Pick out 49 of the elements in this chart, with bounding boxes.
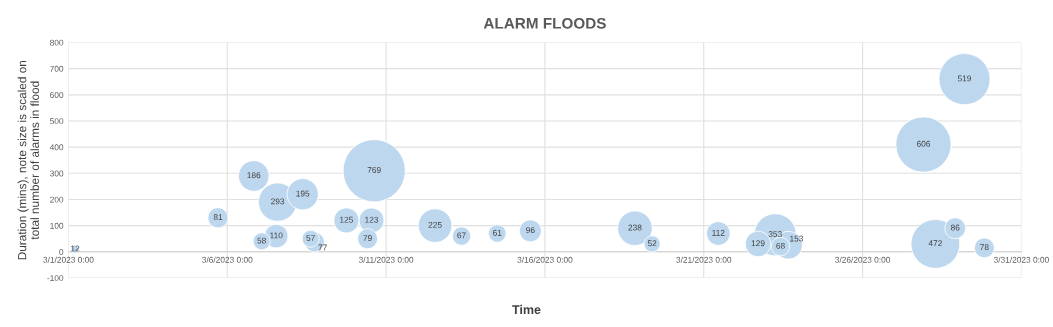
data-label: 353 [768,231,782,238]
data-label: 123 [365,216,379,223]
data-label: 81 [213,214,223,221]
data-label: 112 [712,229,725,236]
y-tick-label: 500 [50,118,64,125]
data-label: 225 [428,221,442,228]
data-label: 186 [247,172,261,179]
y-tick-label: 200 [50,196,64,203]
y-tick-label: 100 [50,222,64,229]
x-tick-label: 3/1/2023 0:00 [43,256,94,263]
x-tick-label: 3/31/2023 0:00 [993,256,1049,263]
data-label: 57 [306,235,315,241]
data-label: 52 [647,240,657,247]
data-label: 61 [493,229,502,236]
data-label: 125 [340,216,353,223]
y-tick-label: 600 [50,92,64,98]
data-label: 110 [270,232,283,239]
data-label: 238 [628,224,642,231]
data-label: 129 [751,240,765,247]
y-axis-title: Duration (mins), note size is scaled on total number of alarms in flood [17,60,40,260]
data-label: 519 [957,75,972,82]
data-label: 606 [916,140,931,147]
data-label: 68 [776,242,785,249]
data-label: 153 [790,235,804,242]
x-tick-label: 3/16/2023 0:00 [517,256,573,263]
y-tick-label: -100 [47,275,64,282]
data-label: 472 [928,240,942,247]
data-label: 195 [296,190,310,197]
data-label: 293 [271,198,285,205]
data-label: 77 [318,244,327,251]
y-tick-label: 300 [50,170,64,177]
x-axis-title: Time [512,304,541,315]
x-tick-label: 3/21/2023 0:00 [676,256,732,263]
data-label: 58 [257,237,266,244]
x-tick-label: 3/11/2023 0:00 [358,256,414,263]
data-label: 79 [363,235,372,241]
y-tick-label: 0 [59,248,64,255]
data-label: 769 [367,167,381,173]
data-label: 12 [71,245,80,252]
data-label: 96 [526,227,535,234]
x-tick-label: 3/26/2023 0:00 [835,256,891,263]
data-label: 86 [950,224,960,231]
y-tick-label: 400 [49,144,64,151]
data-label: 78 [980,244,989,251]
y-tick-label: 800 [50,39,64,46]
data-label: 67 [457,232,466,239]
x-tick-label: 3/6/2023 0:00 [202,256,253,263]
chart-title: ALARM FLOODS [483,17,606,29]
y-tick-label: 700 [50,65,64,72]
